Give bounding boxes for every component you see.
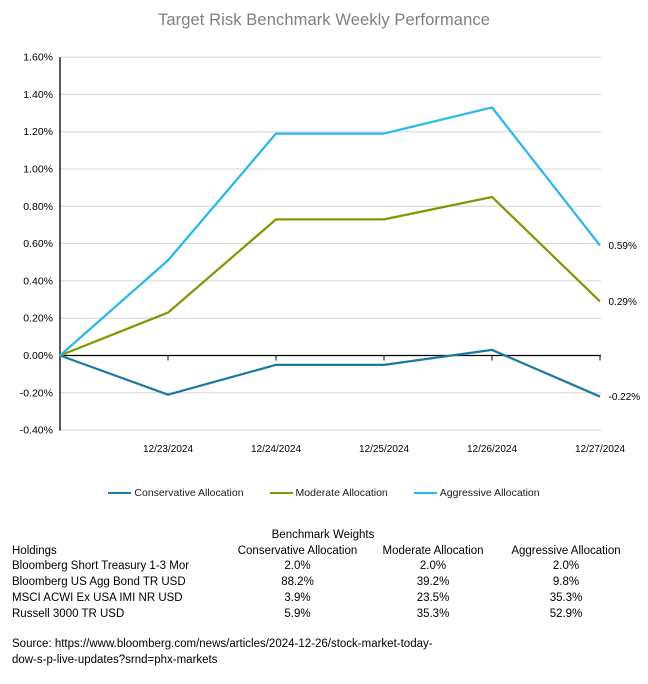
y-axis-tick-label: 1.20% (23, 126, 53, 138)
holding-name: Bloomberg US Agg Bond TR USD (12, 576, 186, 589)
y-axis-tick-label: 0.60% (23, 238, 53, 250)
series-line-conservative-allocation (59, 348, 601, 398)
x-axis-tick-label: 12/27/2024 (575, 444, 625, 455)
weight-value: 3.9% (284, 591, 311, 604)
weight-value: 9.8% (552, 576, 580, 589)
legend-label: Aggressive Allocation (439, 487, 540, 499)
weight-value: 2.0% (419, 560, 447, 573)
chart-title: Target Risk Benchmark Weekly Performance (158, 11, 490, 29)
y-axis-tick-label: 1.00% (23, 164, 53, 176)
data-label-conservative-allocation: -0.22% (609, 392, 641, 403)
benchmark-weights-table: Holdings Conservative Allocation Moderate … (12, 544, 634, 623)
table-header-row: Holdings Conservative Allocation Moderate … (12, 544, 634, 560)
weight-value: 23.5% (416, 591, 450, 604)
y-axis-tick-label: 0.00% (23, 350, 53, 362)
chart-legend: Conservative Allocation Moderate Allocati… (0, 485, 648, 501)
weight-value: 2.0% (552, 560, 580, 573)
legend-line-marker (269, 491, 293, 495)
data-label-aggressive-allocation: 0.59% (609, 241, 637, 252)
x-axis-tick-label: 12/23/2024 (143, 444, 193, 455)
column-header-moderate-allocation: Moderate Allocation (382, 544, 484, 557)
table-row: Russell 3000 TR USD 5.9% 35.3% 52.9% (12, 607, 634, 623)
y-axis-tick-label: 1.40% (23, 89, 53, 101)
source-line-1: Source: https://www.bloomberg.com/news/a… (12, 638, 433, 650)
y-axis-tick-label: 0.80% (23, 201, 53, 213)
performance-line-chart: 1.60% 1.40% 1.20% 1.00% 0.80% 0.60% 0.40% 0.20%… (20, 52, 641, 455)
legend-item-moderate-allocation: Moderate Allocation (269, 487, 388, 499)
weight-value: 52.9% (549, 607, 583, 620)
weight-value: 5.9% (284, 607, 311, 620)
column-header-holdings: Holdings (12, 544, 57, 557)
data-label-moderate-allocation: 0.29% (609, 297, 637, 308)
table-row: Bloomberg Short Treasury 1-3 Mor 2.0% 2.0%… (12, 559, 634, 575)
weight-value: 88.2% (281, 576, 314, 589)
weight-value: 2.0% (284, 560, 311, 573)
legend-item-conservative-allocation: Conservative Allocation (108, 487, 244, 499)
y-axis-tick-label: -0.20% (20, 387, 53, 399)
benchmark-weights-section: Benchmark Weights Holdings Conservative A… (12, 528, 634, 622)
x-axis-tick-label: 12/24/2024 (251, 444, 301, 455)
legend-line-marker (413, 491, 437, 495)
y-axis-tick-label: 0.40% (23, 275, 53, 287)
series-line-moderate-allocation (59, 195, 601, 357)
y-axis-tick-label: 0.20% (23, 313, 53, 325)
column-header-conservative-allocation: Conservative Allocation (237, 544, 358, 557)
source-text: Source: https://www.bloomberg.com/news/a… (12, 636, 433, 669)
table-row: Bloomberg US Agg Bond TR USD 88.2% 39.2% 9.… (12, 575, 634, 591)
table-caption: Benchmark Weights (271, 529, 375, 541)
legend-item-aggressive-allocation: Aggressive Allocation (413, 487, 540, 499)
column-header-aggressive-allocation: Aggressive Allocation (511, 544, 621, 557)
weight-value: 39.2% (416, 576, 450, 589)
holding-name: MSCI ACWI Ex USA IMI NR USD (12, 591, 183, 604)
weight-value: 35.3% (549, 591, 583, 604)
series-line-aggressive-allocation (59, 106, 601, 357)
table-row: MSCI ACWI Ex USA IMI NR USD 3.9% 23.5% 35.3… (12, 591, 634, 607)
weight-value: 35.3% (416, 607, 450, 620)
holding-name: Russell 3000 TR USD (12, 607, 125, 620)
holding-name: Bloomberg Short Treasury 1-3 Mor (12, 560, 190, 573)
y-axis-tick-label: 1.60% (23, 52, 53, 64)
source-line-2: dow-s-p-live-updates?srnd=phx-markets (12, 654, 218, 667)
legend-label: Moderate Allocation (295, 487, 388, 499)
legend-line-marker (108, 491, 132, 495)
x-axis-tick-label: 12/26/2024 (467, 444, 517, 455)
legend-label: Conservative Allocation (134, 487, 244, 499)
y-axis-tick-label: -0.40% (20, 425, 53, 437)
x-axis-tick-label: 12/25/2024 (359, 444, 409, 455)
